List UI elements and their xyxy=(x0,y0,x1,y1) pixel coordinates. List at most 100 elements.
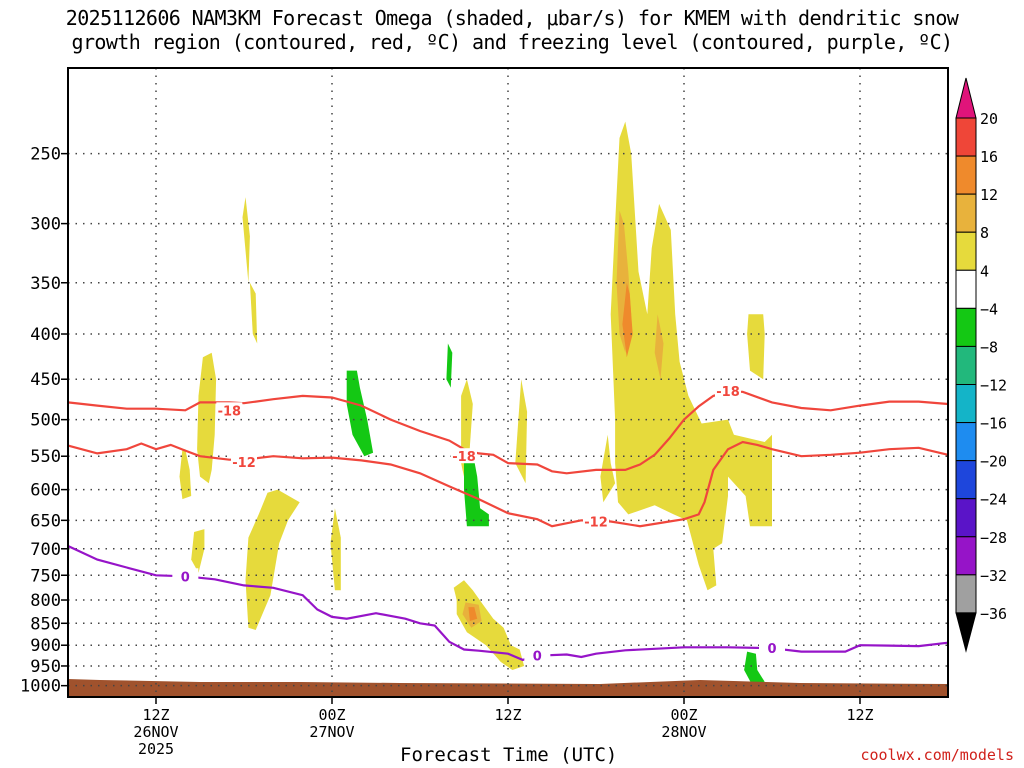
y-tick-label: 900 xyxy=(30,636,61,656)
colorbar-tick-label: 16 xyxy=(980,148,998,166)
omega-region-4 xyxy=(249,282,258,344)
contour-label: -12 xyxy=(584,516,608,531)
colorbar-tick-label: −20 xyxy=(980,453,1007,471)
colorbar: 20 16 12 8 4 −4 −8 −12 −16 −20 −24 −28 −32 −36 xyxy=(955,77,1007,653)
colorbar-segment xyxy=(955,193,977,233)
y-tick-label: 600 xyxy=(30,481,61,501)
chart-title: 2025112606 NAM3KM Forecast Omega (shaded… xyxy=(0,6,1024,54)
colorbar-segment xyxy=(955,307,977,347)
x-axis-title: Forecast Time (UTC) xyxy=(400,744,618,766)
colorbar-tick-label: −28 xyxy=(980,529,1007,547)
colorbar-tick-label: −8 xyxy=(980,338,998,356)
colorbar-tick-label: 8 xyxy=(980,224,989,242)
y-tick-label: 700 xyxy=(30,540,61,560)
x-tick-label: 2025 xyxy=(138,740,174,758)
contour-label: 0 xyxy=(181,570,190,585)
title-line-1: 2025112606 NAM3KM Forecast Omega (shaded… xyxy=(65,6,959,30)
x-tick-label: 12Z xyxy=(142,706,169,724)
colorbar-tick-label: −16 xyxy=(980,415,1007,433)
y-tick-label: 400 xyxy=(30,325,61,345)
contour-label-bg xyxy=(451,448,477,464)
colorbar-segment xyxy=(955,231,977,271)
omega-region-12 xyxy=(747,314,765,380)
y-tick-label: 1000 xyxy=(20,677,61,697)
omega-region-2 xyxy=(191,529,205,573)
contour-label-bg xyxy=(583,513,609,529)
colorbar-tick-label: 12 xyxy=(980,186,998,204)
y-tick-label: 750 xyxy=(30,566,61,586)
omega-region-9 xyxy=(453,580,525,670)
colorbar-tick-label: 20 xyxy=(980,110,998,128)
colorbar-bottom-arrow xyxy=(955,612,977,653)
omega-region-11 xyxy=(610,121,772,591)
colorbar-tick-label: −4 xyxy=(980,300,998,318)
contour-label-bg xyxy=(715,382,741,398)
x-tick-label: 27NOV xyxy=(309,723,354,741)
omega-region-5 xyxy=(245,489,300,630)
y-tick-label: 950 xyxy=(30,657,61,677)
colorbar-tick-label: 4 xyxy=(980,262,989,280)
contour-label-bg xyxy=(524,647,551,663)
colorbar-segment xyxy=(955,460,977,500)
colorbar-tick-label: −36 xyxy=(980,605,1007,623)
contour--18: -18 -18 -18 xyxy=(67,382,949,475)
omega-region-6 xyxy=(330,508,341,591)
contour-label-bg xyxy=(216,402,243,418)
contour-label: -18 xyxy=(716,385,740,400)
colorbar-tick-label: −24 xyxy=(980,491,1007,509)
axes: 2503003504004505005506006507007508008509… xyxy=(20,67,949,758)
title-line-2: growth region (contoured, red, ºC) and f… xyxy=(71,30,954,54)
omega-region-21 xyxy=(744,651,765,684)
temperature-contours: -18 -18 -18 -12 -12 0 0 0 xyxy=(67,382,949,665)
y-tick-label: 850 xyxy=(30,614,61,634)
y-tick-label: 250 xyxy=(30,145,61,165)
omega-region-10 xyxy=(600,434,616,503)
y-tick-label: 350 xyxy=(30,274,61,294)
grid-lines xyxy=(68,68,948,697)
colorbar-segment xyxy=(955,498,977,538)
omega-region-1 xyxy=(179,449,192,500)
y-tick-label: 550 xyxy=(30,447,61,467)
x-tick-label: 12Z xyxy=(846,706,873,724)
contour-label-bg xyxy=(759,640,785,656)
omega-region-17 xyxy=(468,607,478,621)
x-tick-label: 12Z xyxy=(494,706,521,724)
x-tick-label: 00Z xyxy=(670,706,697,724)
colorbar-top-arrow xyxy=(955,77,977,119)
y-tick-label: 650 xyxy=(30,511,61,531)
contour-line xyxy=(67,545,949,662)
colorbar-segment xyxy=(955,345,977,385)
omega-region-15 xyxy=(654,314,664,380)
contour-label: -18 xyxy=(452,450,476,465)
contour-label: 0 xyxy=(533,650,542,665)
y-tick-label: 800 xyxy=(30,591,61,611)
omega-region-18 xyxy=(346,370,374,457)
y-tick-label: 500 xyxy=(30,411,61,431)
plot-frame xyxy=(67,67,949,698)
y-tick-label: 450 xyxy=(30,370,61,390)
colorbar-segment xyxy=(955,422,977,462)
x-tick-label: 28NOV xyxy=(661,723,706,741)
contour-label: -12 xyxy=(232,456,256,471)
x-tick-label: 26NOV xyxy=(133,723,178,741)
colorbar-tick-label: −32 xyxy=(980,567,1007,585)
colorbar-segment xyxy=(955,574,977,614)
contour-label: -18 xyxy=(218,404,242,419)
contour-label: 0 xyxy=(767,642,776,657)
colorbar-segment xyxy=(955,117,977,157)
credit-text: coolwx.com/models xyxy=(860,746,1014,764)
colorbar-segment xyxy=(955,384,977,424)
contour-label-bg xyxy=(172,568,199,584)
omega-region-20 xyxy=(464,452,489,527)
contour--12: -12 -12 xyxy=(67,440,949,531)
colorbar-segment xyxy=(955,269,977,309)
x-tick-label: 00Z xyxy=(318,706,345,724)
y-tick-label: 300 xyxy=(30,215,61,235)
colorbar-tick-label: −12 xyxy=(980,377,1007,395)
colorbar-segment xyxy=(955,155,977,195)
omega-region-3 xyxy=(242,197,250,283)
colorbar-segment xyxy=(955,536,977,576)
contour-label-bg xyxy=(231,453,257,469)
omega-region-0 xyxy=(197,352,217,484)
